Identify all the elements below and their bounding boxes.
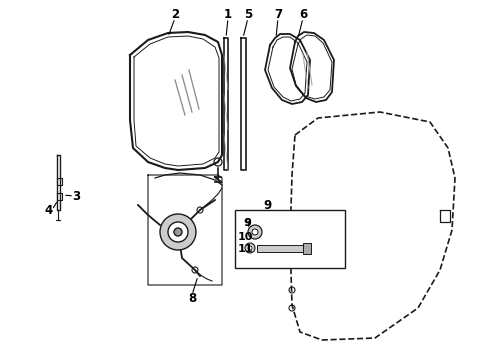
Text: 3: 3 <box>72 189 80 202</box>
Text: 9: 9 <box>243 218 251 228</box>
Text: 6: 6 <box>299 8 307 21</box>
Text: 2: 2 <box>171 8 179 21</box>
Text: 8: 8 <box>188 292 196 305</box>
Text: 10: 10 <box>238 232 253 242</box>
Text: 9: 9 <box>264 198 272 212</box>
Text: 7: 7 <box>274 8 282 21</box>
Bar <box>303 243 311 254</box>
Circle shape <box>252 229 258 235</box>
Text: 5: 5 <box>244 8 252 21</box>
Text: 4: 4 <box>45 203 53 216</box>
Circle shape <box>168 222 188 242</box>
Circle shape <box>248 225 262 239</box>
Text: 9: 9 <box>245 218 251 228</box>
Bar <box>235 210 345 268</box>
Circle shape <box>174 228 182 236</box>
Circle shape <box>160 214 196 250</box>
Circle shape <box>245 243 255 253</box>
Bar <box>257 245 307 252</box>
Circle shape <box>248 246 252 250</box>
Text: 11: 11 <box>238 244 253 254</box>
Text: 1: 1 <box>224 8 232 21</box>
